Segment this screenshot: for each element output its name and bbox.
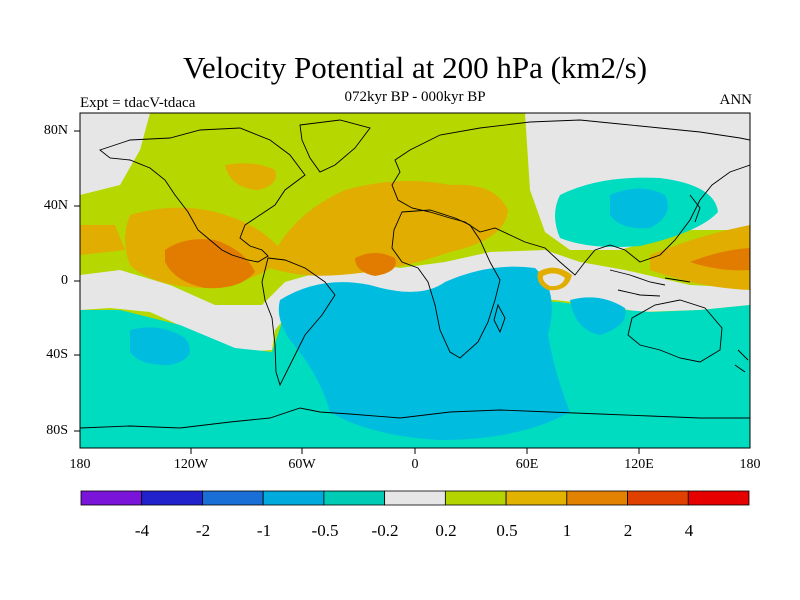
- experiment-label: Expt = tdacV-tdaca: [80, 95, 196, 111]
- colorbar-label: -0.2: [371, 521, 399, 540]
- lon-tick-label: 180: [739, 457, 761, 472]
- colorbar-swatch: [80, 490, 143, 506]
- strong-negative-south-atlantic: [278, 266, 570, 440]
- colorbar-swatch: [505, 490, 568, 506]
- coastlines: [80, 119, 750, 429]
- coastline-south-america: [261, 257, 336, 387]
- coastline-madagascar: [493, 303, 506, 334]
- lat-tick-label: 0: [61, 273, 68, 288]
- coastline-africa: [391, 209, 501, 359]
- positive-region-east-pacific: [80, 225, 125, 255]
- contour-field: [80, 113, 750, 448]
- strong-negative-east-asia: [610, 188, 668, 229]
- coastline-greenland: [299, 119, 371, 173]
- colorbar-label: 0.5: [496, 521, 518, 540]
- colorbar-swatch: [687, 490, 750, 506]
- colorbar-swatch: [444, 490, 507, 506]
- lon-tick-label: 0: [411, 457, 419, 472]
- lon-tick-label: 180: [69, 457, 91, 472]
- strong-positive-east-pacific: [165, 239, 255, 289]
- colorbar-swatch: [141, 490, 203, 506]
- neutral-region-arctic-left: [80, 113, 150, 195]
- colorbar-label: 0.2: [435, 521, 457, 540]
- colorbar-label: -4: [134, 521, 150, 540]
- positive-region-north-america: [225, 163, 276, 190]
- colorbar-swatch: [566, 490, 628, 506]
- colorbar-label: -0.5: [311, 521, 339, 540]
- colorbar-label: 4: [684, 521, 694, 540]
- coastline-eurasia: [391, 119, 750, 276]
- coastline-australia: [627, 299, 723, 363]
- lon-tick-label: 120W: [173, 457, 209, 472]
- strong-negative-indian-ocean: [570, 297, 626, 335]
- colorbar-label: -2: [195, 521, 211, 540]
- colorbar-swatch: [384, 490, 446, 506]
- colorbar: [80, 490, 750, 506]
- lon-tick-label: 120E: [624, 457, 654, 472]
- colorbar-swatch: [627, 490, 689, 506]
- lat-tick-label: 40S: [46, 347, 68, 362]
- colorbar-label: 2: [623, 521, 633, 540]
- lat-tick-label: 80S: [46, 423, 68, 438]
- neutral-region-arabian-sea: [542, 273, 565, 287]
- lat-tick-label: 80N: [43, 123, 68, 138]
- coastline-antarctica: [80, 407, 750, 429]
- coastline-north-america: [99, 127, 306, 263]
- strong-positive-west-pacific: [690, 248, 750, 271]
- lon-tick-label: 60E: [515, 457, 539, 472]
- colorbar-swatch: [262, 490, 325, 506]
- coastline-indonesia: [609, 269, 691, 297]
- lat-tick-label: 40N: [43, 198, 68, 213]
- map-title: Velocity Potential at 200 hPa (km2/s): [182, 50, 648, 85]
- coastline-japan: [689, 194, 701, 223]
- map-subtitle: 072kyr BP - 000kyr BP: [344, 89, 486, 105]
- colorbar-swatch: [202, 490, 264, 506]
- strong-negative-south-pacific: [130, 327, 190, 366]
- colorbar-label: 1: [562, 521, 572, 540]
- strong-positive-tropical-atlantic: [355, 253, 396, 276]
- tick-marks: [74, 130, 640, 454]
- positive-region-west-pacific: [650, 225, 750, 290]
- colorbar-label: -1: [256, 521, 272, 540]
- season-label: ANN: [719, 92, 753, 108]
- lon-tick-label: 60W: [288, 457, 316, 472]
- colorbar-swatch: [323, 490, 386, 506]
- coastline-new-zealand: [734, 349, 749, 373]
